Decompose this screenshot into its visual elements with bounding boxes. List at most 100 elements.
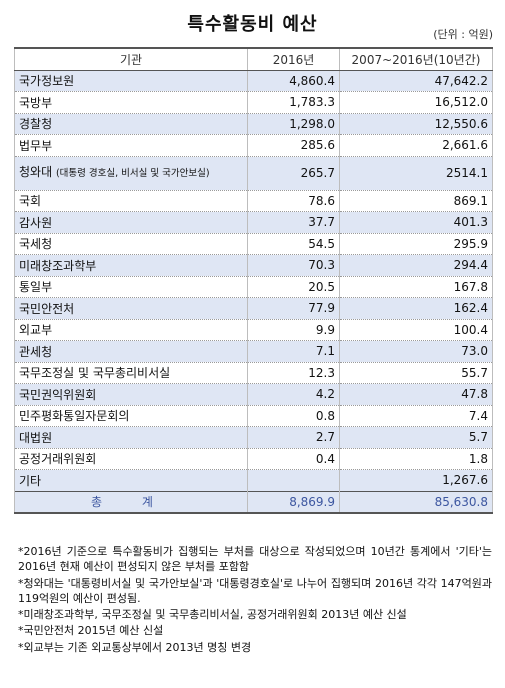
total-row: 총 계 8,869.9 85,630.8 <box>14 490 493 514</box>
agency-cell: 관세청 <box>14 340 248 363</box>
value-2016-cell: 7.1 <box>247 340 340 363</box>
document-title: 특수활동비 예산 <box>187 14 318 35</box>
agency-name: 국민안전처 <box>19 301 75 316</box>
value-2016-cell: 20.5 <box>247 276 340 298</box>
agency-cell: 국방부 <box>14 91 248 114</box>
table-row: 감사원 37.7 401.3 <box>14 211 493 234</box>
value-10years-cell: 12,550.6 <box>339 113 493 135</box>
agency-name: 외교부 <box>19 323 53 338</box>
value-2016-cell: 2.7 <box>247 426 340 449</box>
budget-table: 기관 2016년 2007~2016년(10년간) 국가정보원 4,860.4 47… <box>14 47 493 514</box>
agency-cell: 미래창조과학부 <box>14 254 248 277</box>
footnote: *2016년 기준으로 특수활동비가 집행되는 부처를 대상으로 작성되었으며 … <box>18 545 492 574</box>
value-10years-cell: 167.8 <box>339 276 493 298</box>
agency-name: 국가정보원 <box>19 74 75 89</box>
footnote: *외교부는 기존 외교통상부에서 2013년 명칭 변경 <box>18 640 252 654</box>
table-row: 기타 1,267.6 <box>14 469 493 492</box>
total-10years: 85,630.8 <box>339 490 493 514</box>
table-row: 국무조정실 및 국무총리비서실 12.3 55.7 <box>14 362 493 384</box>
footnote: *국민안전처 2015년 예산 신설 <box>18 624 164 638</box>
value-10years-cell: 100.4 <box>339 319 493 341</box>
agency-name: 국세청 <box>19 237 53 252</box>
value-10years-cell: 7.4 <box>339 405 493 427</box>
value-2016-cell: 285.6 <box>247 134 340 157</box>
header-2016: 2016년 <box>247 47 340 71</box>
agency-cell: 경찰청 <box>14 113 248 135</box>
value-10years-cell: 5.7 <box>339 426 493 449</box>
table-row: 관세청 7.1 73.0 <box>14 340 493 363</box>
table-row: 공정거래위원회 0.4 1.8 <box>14 448 493 470</box>
value-2016-cell: 12.3 <box>247 362 340 384</box>
value-10years-cell: 2,661.6 <box>339 134 493 157</box>
table-row: 국회 78.6 869.1 <box>14 190 493 212</box>
agency-cell: 공정거래위원회 <box>14 448 248 470</box>
value-10years-cell: 73.0 <box>339 340 493 363</box>
value-10years-cell: 401.3 <box>339 211 493 234</box>
agency-cell: 외교부 <box>14 319 248 341</box>
agency-name: 기타 <box>19 473 42 488</box>
table-row: 대법원 2.7 5.7 <box>14 426 493 449</box>
total-2016: 8,869.9 <box>247 490 340 514</box>
agency-cell: 국민권익위원회 <box>14 383 248 406</box>
table-row: 경찰청 1,298.0 12,550.6 <box>14 113 493 135</box>
agency-cell: 법무부 <box>14 134 248 157</box>
agency-name: 국민권익위원회 <box>19 387 97 402</box>
agency-cell: 국민안전처 <box>14 297 248 320</box>
agency-cell: 국가정보원 <box>14 70 248 92</box>
table-row: 미래창조과학부 70.3 294.4 <box>14 254 493 277</box>
table-row: 통일부 20.5 167.8 <box>14 276 493 298</box>
agency-cell: 청와대 (대통령 경호실, 비서실 및 국가안보실) <box>14 156 248 191</box>
table-row: 국가정보원 4,860.4 47,642.2 <box>14 70 493 92</box>
table-row: 국민안전처 77.9 162.4 <box>14 297 493 320</box>
header-10years: 2007~2016년(10년간) <box>339 47 493 71</box>
table-row: 국민권익위원회 4.2 47.8 <box>14 383 493 406</box>
agency-cell: 국회 <box>14 190 248 212</box>
table-row: 청와대 (대통령 경호실, 비서실 및 국가안보실) 265.7 2514.1 <box>14 156 493 191</box>
agency-name: 청와대 <box>19 165 53 179</box>
table-row: 국세청 54.5 295.9 <box>14 233 493 255</box>
agency-cell: 기타 <box>14 469 248 492</box>
value-10years-cell: 1,267.6 <box>339 469 493 492</box>
table-row: 국방부 1,783.3 16,512.0 <box>14 91 493 114</box>
value-2016-cell: 77.9 <box>247 297 340 320</box>
table-header-row: 기관 2016년 2007~2016년(10년간) <box>14 47 493 71</box>
value-10years-cell: 55.7 <box>339 362 493 384</box>
agency-name: 법무부 <box>19 138 53 153</box>
value-10years-cell: 869.1 <box>339 190 493 212</box>
value-2016-cell: 1,298.0 <box>247 113 340 135</box>
value-2016-cell: 70.3 <box>247 254 340 277</box>
agency-name: 민주평화통일자문회의 <box>19 409 130 424</box>
agency-name: 국방부 <box>19 95 53 110</box>
table-body: 국가정보원 4,860.4 47,642.2 국방부 1,783.3 16,512.0 경찰… <box>14 70 493 514</box>
value-2016-cell: 9.9 <box>247 319 340 341</box>
table-row: 외교부 9.9 100.4 <box>14 319 493 341</box>
value-10years-cell: 47.8 <box>339 383 493 406</box>
value-2016-cell: 4.2 <box>247 383 340 406</box>
agency-name: 경찰청 <box>19 117 53 132</box>
value-2016-cell: 1,783.3 <box>247 91 340 114</box>
agency-cell: 국세청 <box>14 233 248 255</box>
total-label: 총 계 <box>14 490 248 514</box>
agency-name: 대법원 <box>19 430 53 445</box>
value-2016-cell: 78.6 <box>247 190 340 212</box>
footnote: *청와대는 '대통령비서실 및 국가안보실'과 '대통령경호실'로 나누어 집행… <box>18 576 492 605</box>
value-2016-cell: 0.8 <box>247 405 340 427</box>
agency-cell: 감사원 <box>14 211 248 234</box>
value-10years-cell: 1.8 <box>339 448 493 470</box>
value-2016-cell: 4,860.4 <box>247 70 340 92</box>
agency-name: 관세청 <box>19 344 53 359</box>
agency-name: 국회 <box>19 194 42 209</box>
agency-name: 미래창조과학부 <box>19 258 97 273</box>
value-10years-cell: 295.9 <box>339 233 493 255</box>
value-10years-cell: 2514.1 <box>339 156 493 191</box>
agency-name: 통일부 <box>19 280 53 295</box>
value-2016-cell <box>247 469 340 492</box>
footnotes: *2016년 기준으로 특수활동비가 집행되는 부처를 대상으로 작성되었으며 … <box>18 544 492 656</box>
agency-name: 국무조정실 및 국무총리비서실 <box>19 366 171 381</box>
agency-cell: 민주평화통일자문회의 <box>14 405 248 427</box>
value-10years-cell: 47,642.2 <box>339 70 493 92</box>
agency-cell: 국무조정실 및 국무총리비서실 <box>14 362 248 384</box>
value-2016-cell: 0.4 <box>247 448 340 470</box>
agency-name: 감사원 <box>19 215 53 230</box>
